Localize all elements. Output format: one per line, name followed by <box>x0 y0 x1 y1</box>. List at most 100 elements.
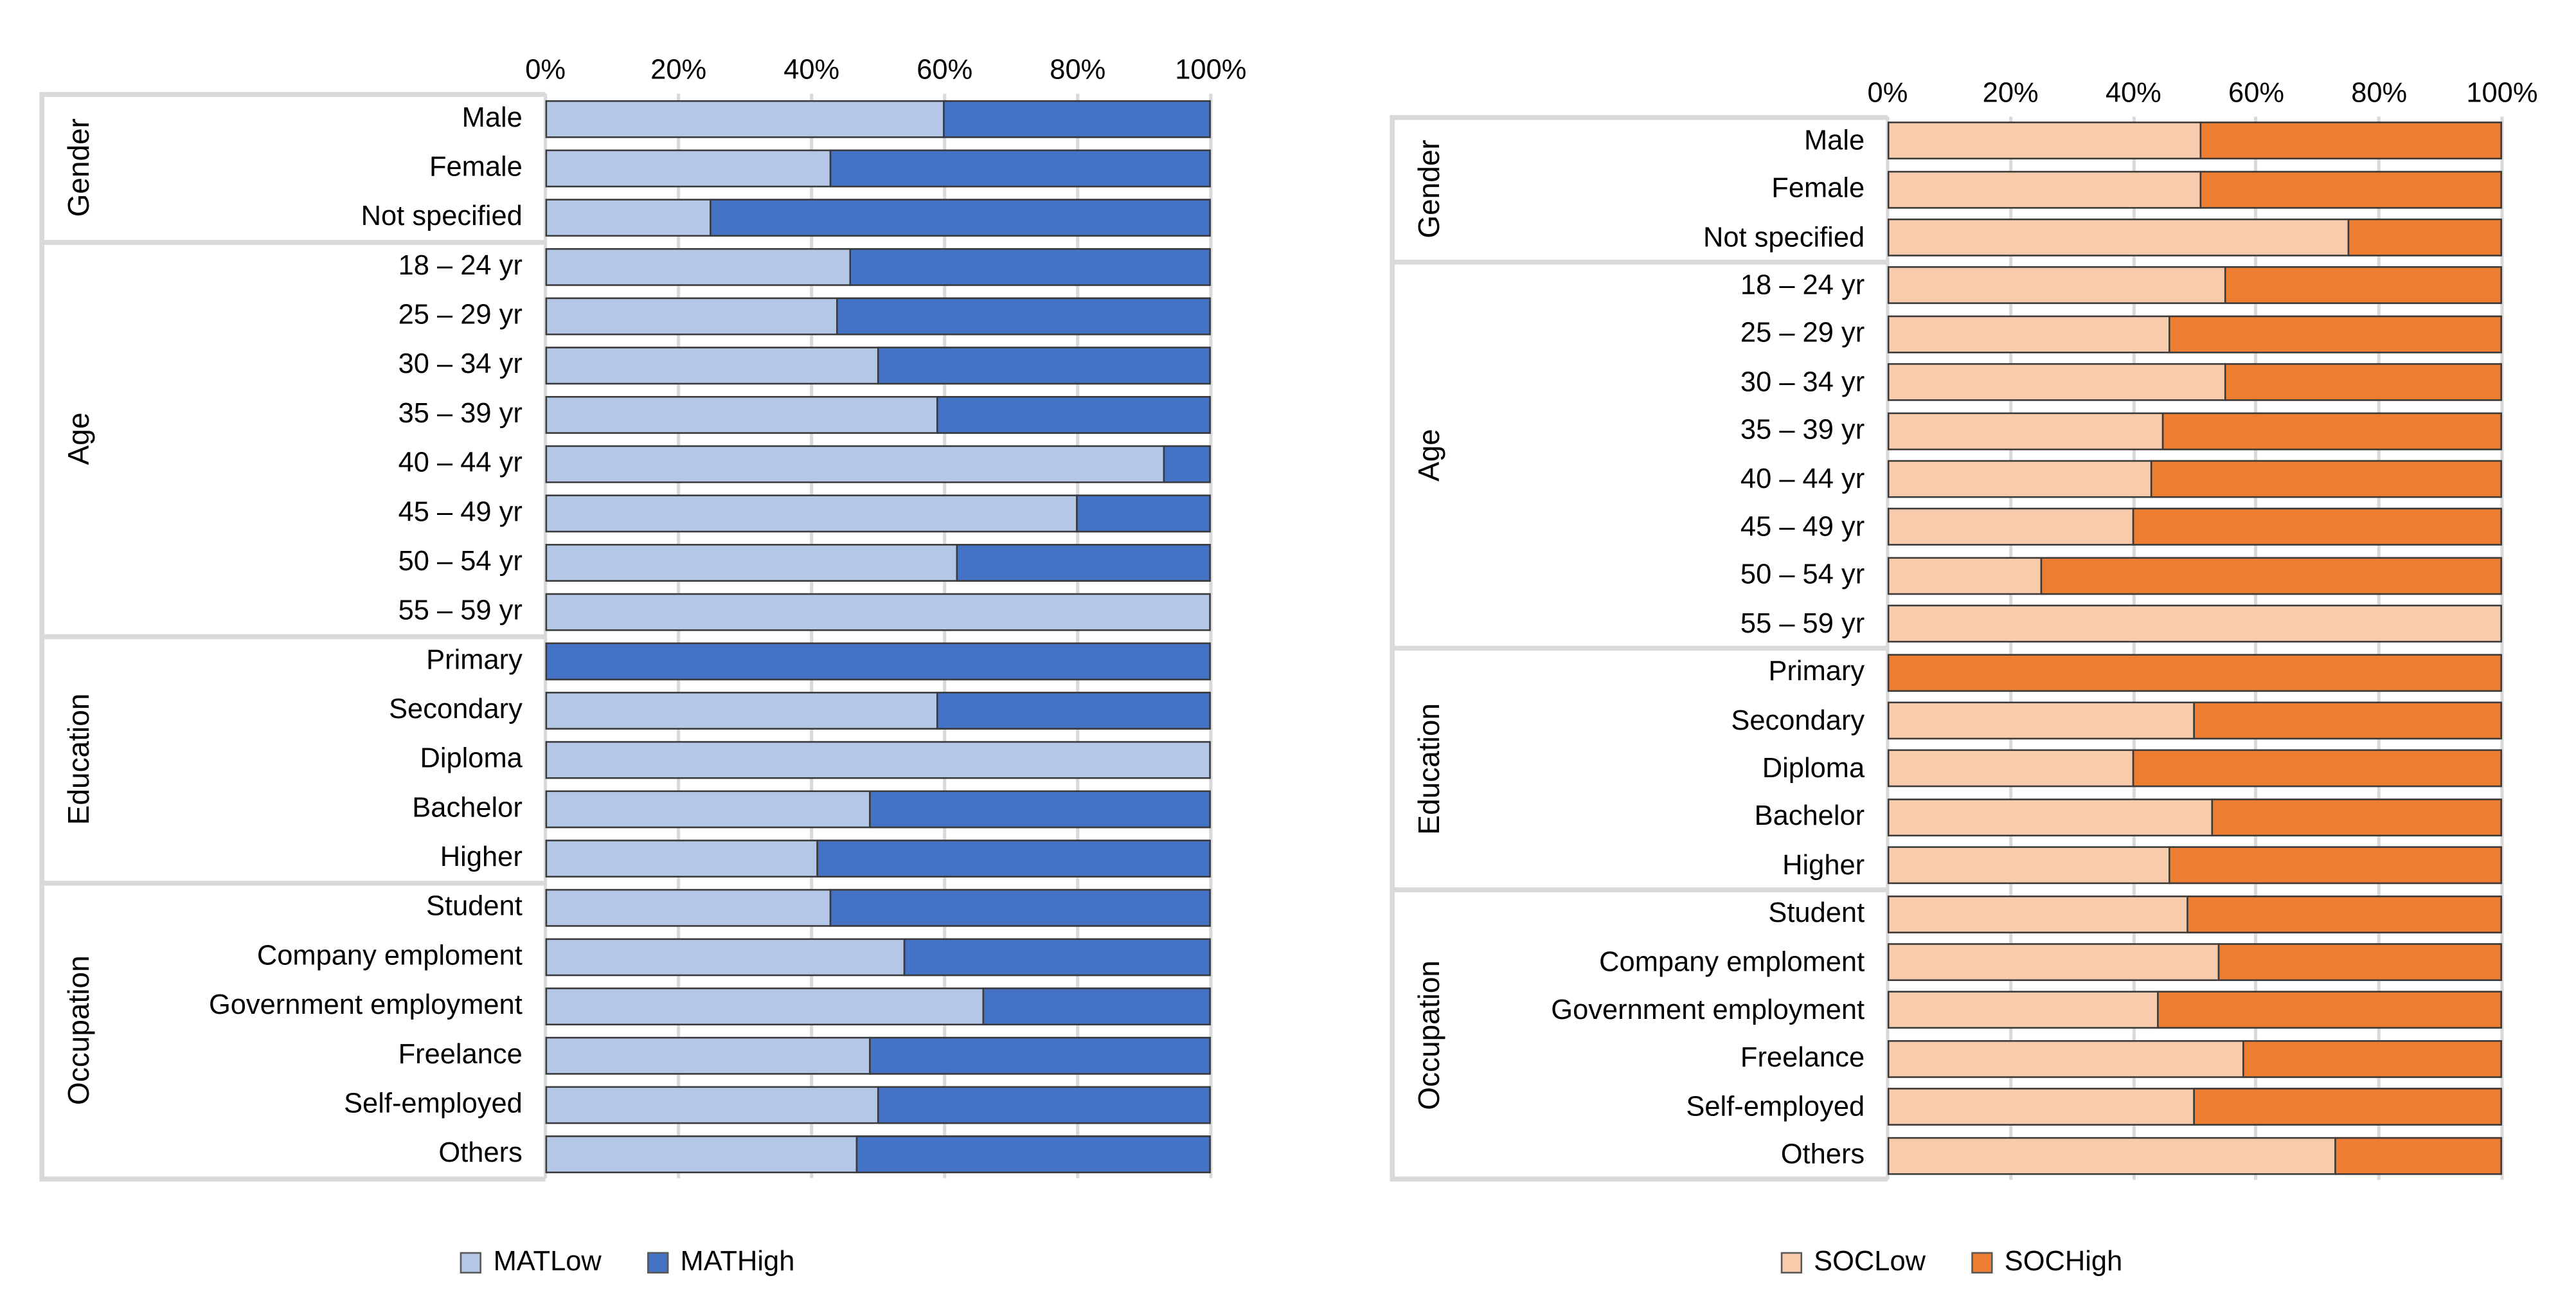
bar-segment-soclow <box>1887 170 2201 208</box>
bar-segment-matlow <box>545 1085 879 1124</box>
bar-segment-matlow <box>545 937 905 976</box>
bar-segment-mathigh <box>870 1036 1211 1074</box>
gridline <box>810 93 814 1178</box>
gridline <box>1076 93 1080 1178</box>
bar-segment-sochigh <box>2131 508 2502 546</box>
category-label: Student <box>426 890 523 922</box>
group-label-occupation: Occupation <box>1413 959 1446 1110</box>
legend-item-matlow: MATLow <box>460 1245 602 1279</box>
legend-item-soclow: SOCLow <box>1781 1246 1926 1279</box>
bar-segment-sochigh <box>2169 846 2502 885</box>
category-label: Higher <box>440 841 523 873</box>
category-label: Others <box>438 1137 523 1169</box>
category-label: Female <box>1771 172 1865 204</box>
gridline <box>1209 93 1213 1178</box>
bar-segment-matlow <box>545 1036 872 1074</box>
soc-legend: SOCLow SOCHigh <box>1390 1242 2513 1281</box>
mat-legend: MATLow MATHigh <box>39 1242 1215 1281</box>
category-label: 25 – 29 yr <box>1740 318 1865 349</box>
bar-segment-soclow <box>1887 460 2152 498</box>
bar-segment-sochigh <box>1887 653 2502 692</box>
bar-segment-matlow <box>545 198 712 236</box>
x-axis-tick-label: 100% <box>1175 54 1247 86</box>
category-label: Primary <box>1768 656 1865 687</box>
group-separator <box>1390 1176 1888 1182</box>
legend-item-sochigh: SOCHigh <box>1971 1245 2123 1279</box>
x-axis-tick-label: 40% <box>783 54 840 86</box>
gridline <box>2254 116 2258 1180</box>
category-label: Secondary <box>389 693 523 725</box>
bar-segment-mathigh <box>956 543 1211 581</box>
bar-segment-matlow <box>545 690 938 729</box>
category-label: Others <box>1780 1138 1865 1171</box>
x-axis-tick-label: 80% <box>2351 77 2408 109</box>
bar-segment-mathigh <box>830 888 1211 926</box>
bar-segment-sochigh <box>2156 991 2502 1030</box>
bar-segment-matlow <box>545 986 985 1025</box>
bar-segment-soclow <box>1887 218 2348 256</box>
category-label: Student <box>1768 897 1865 929</box>
category-label: 40 – 44 yr <box>1740 462 1865 494</box>
gridline <box>677 93 681 1178</box>
x-axis-tick-label: 80% <box>1050 54 1106 86</box>
category-label: Government employment <box>1551 994 1865 1025</box>
bar-segment-mathigh <box>836 296 1211 335</box>
gridline <box>2008 116 2012 1180</box>
bar-segment-matlow <box>545 543 958 581</box>
category-label: 18 – 24 yr <box>398 249 523 282</box>
gridline <box>943 93 947 1178</box>
group-label-occupation: Occupation <box>62 955 96 1106</box>
group-separator <box>39 879 546 885</box>
bar-segment-soclow <box>1887 556 2041 595</box>
bar-segment-soclow <box>1887 701 2195 740</box>
gridline <box>1886 116 1890 1180</box>
bar-segment-mathigh <box>850 247 1211 285</box>
bar-segment-soclow <box>1887 1088 2195 1126</box>
bar-segment-sochigh <box>2150 460 2502 498</box>
group-separator <box>39 633 546 639</box>
category-label: Freelance <box>398 1038 523 1070</box>
category-label: Primary <box>426 644 523 676</box>
bar-segment-matlow <box>545 395 938 433</box>
bar-segment-sochigh <box>2039 556 2502 595</box>
category-label: Diploma <box>420 742 523 774</box>
category-label: 35 – 39 yr <box>398 397 523 429</box>
bar-segment-sochigh <box>2347 218 2502 256</box>
bar-segment-mathigh <box>870 789 1211 827</box>
x-axis-tick-label: 40% <box>2105 77 2161 109</box>
bar-segment-sochigh <box>2187 895 2502 933</box>
group-separator <box>1390 645 1888 651</box>
bar-segment-mathigh <box>876 1085 1211 1124</box>
bar-segment-soclow <box>1887 605 2502 643</box>
gridline <box>2500 116 2504 1180</box>
bar-segment-soclow <box>1887 1136 2336 1174</box>
bar-segment-mathigh <box>936 690 1211 729</box>
bar-segment-soclow <box>1887 122 2201 160</box>
category-label: Male <box>461 102 523 134</box>
bar-segment-matlow <box>545 148 832 187</box>
x-axis-tick-label: 60% <box>917 54 973 86</box>
bar-segment-soclow <box>1887 315 2170 354</box>
bar-segment-sochigh <box>2162 411 2502 450</box>
bar-segment-matlow <box>545 789 872 827</box>
legend-item-mathigh: MATHigh <box>647 1246 794 1279</box>
category-label: Female <box>429 151 523 183</box>
category-label: Company emploment <box>1599 946 1865 977</box>
bar-segment-matlow <box>545 99 945 138</box>
bar-segment-mathigh <box>710 198 1211 236</box>
category-label: 18 – 24 yr <box>1740 269 1865 301</box>
category-label: Self-employed <box>344 1088 523 1119</box>
bar-segment-sochigh <box>2169 315 2502 354</box>
bar-segment-sochigh <box>2212 798 2502 836</box>
x-axis-tick-label: 0% <box>525 54 566 86</box>
category-label: Not specified <box>1703 221 1865 253</box>
category-label: 45 – 49 yr <box>398 496 523 528</box>
legend-label-sochigh: SOCHigh <box>2004 1245 2123 1277</box>
bar-segment-sochigh <box>2224 363 2502 402</box>
bar-segment-soclow <box>1887 411 2165 450</box>
x-axis-tick-label: 60% <box>2228 77 2285 109</box>
legend-label-matlow: MATLow <box>493 1245 602 1277</box>
bar-segment-sochigh <box>2242 1040 2502 1078</box>
legend-swatch-sochigh <box>1971 1251 1993 1273</box>
bar-segment-sochigh <box>2334 1136 2502 1174</box>
